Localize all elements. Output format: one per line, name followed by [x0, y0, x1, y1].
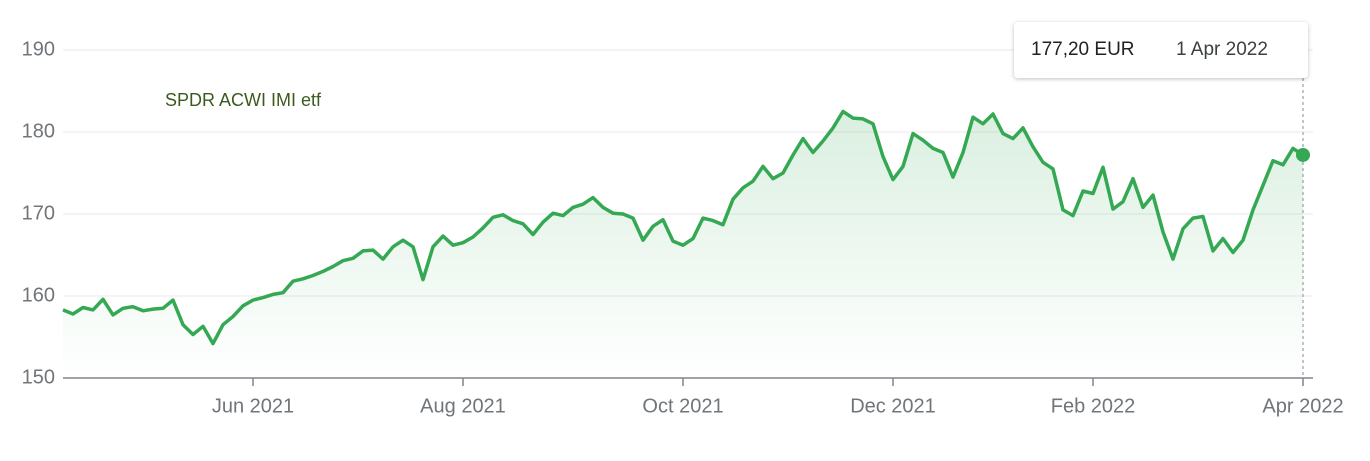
y-tick-label: 160	[22, 284, 55, 306]
x-tick-label: Apr 2022	[1262, 395, 1343, 417]
x-tick-label: Dec 2021	[850, 395, 936, 417]
tooltip-box	[1014, 22, 1308, 78]
tooltip-value: 177,20 EUR	[1031, 39, 1135, 60]
x-tick-label: Oct 2021	[642, 395, 723, 417]
x-tick-label: Jun 2021	[212, 395, 294, 417]
x-tick-label: Aug 2021	[420, 395, 506, 417]
area-fill	[63, 111, 1303, 378]
price-line	[62, 109, 1304, 346]
plot	[62, 78, 1310, 378]
y-tick-label: 170	[22, 202, 55, 224]
y-tick-label: 180	[22, 120, 55, 142]
x-tick-label: Feb 2022	[1051, 395, 1136, 417]
tooltip-date: 1 Apr 2022	[1176, 39, 1268, 60]
tooltip: 177,20 EUR 1 Apr 2022	[1014, 22, 1308, 78]
series-label: SPDR ACWI IMI etf	[165, 90, 322, 110]
hover-point	[1296, 147, 1310, 162]
y-tick-label: 150	[22, 366, 55, 388]
y-tick-label: 190	[22, 38, 55, 60]
